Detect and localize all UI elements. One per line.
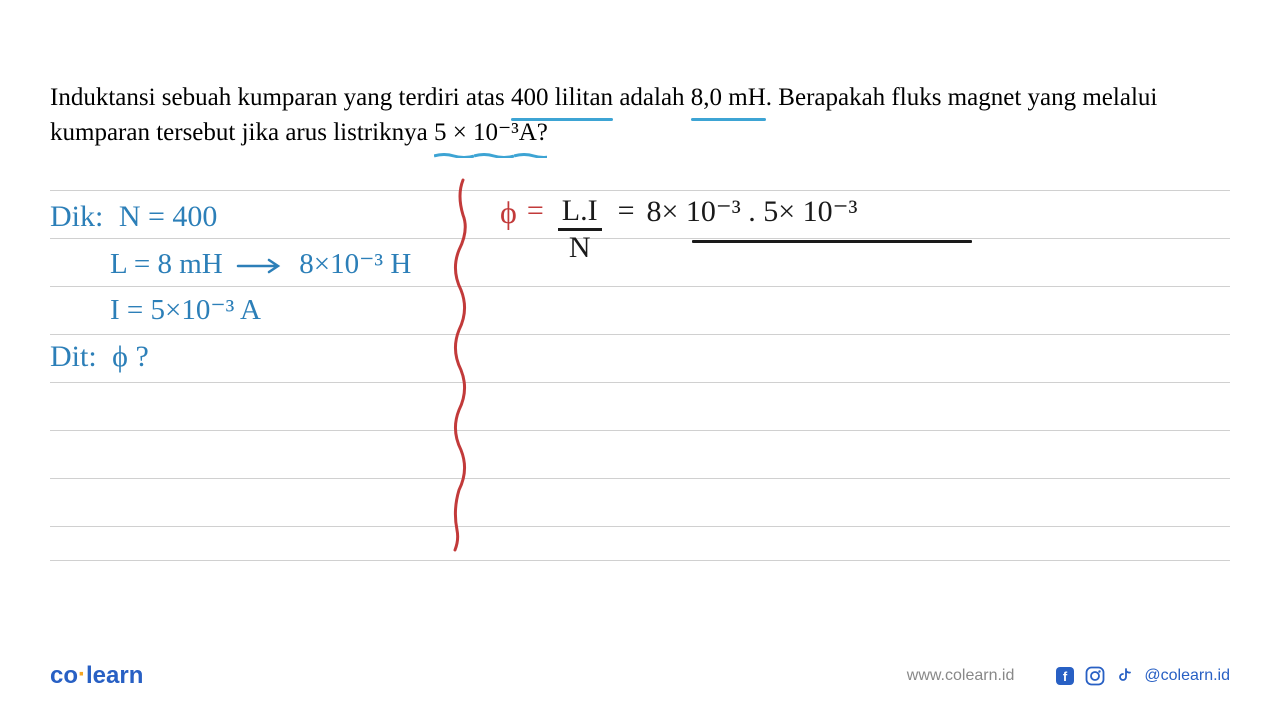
fraction-li-n: L.I N bbox=[558, 194, 602, 265]
l-right: 8×10⁻³ H bbox=[299, 248, 411, 280]
worksheet-area: Dik: N = 400 L = 8 mH 8×10⁻³ H I = 5×10⁻… bbox=[50, 190, 1230, 570]
i-equation: I = 5×10⁻³ A bbox=[110, 292, 261, 327]
phi-equation: ϕ = L.I N = 8× 10⁻³ . 5× 10⁻³ bbox=[500, 194, 858, 265]
phi-symbol: ϕ bbox=[500, 194, 517, 231]
frac-numerator: L.I bbox=[558, 194, 602, 231]
problem-text-4: ? bbox=[537, 119, 548, 146]
dit-line: Dit: ϕ ? bbox=[50, 340, 149, 374]
tiktok-icon bbox=[1114, 665, 1136, 687]
n-equation: N = 400 bbox=[119, 200, 218, 233]
instagram-icon bbox=[1084, 665, 1106, 687]
arrow-icon bbox=[236, 256, 286, 276]
dit-question: ϕ ? bbox=[112, 340, 149, 373]
facebook-icon: f bbox=[1054, 665, 1076, 687]
red-divider bbox=[445, 175, 475, 555]
website-url: www.colearn.id bbox=[907, 667, 1015, 685]
ruled-line bbox=[50, 382, 1230, 383]
highlight-400-lilitan: 400 lilitan bbox=[511, 80, 613, 115]
ruled-line bbox=[50, 430, 1230, 431]
logo-dot: · bbox=[78, 661, 86, 688]
equals-2: = bbox=[618, 194, 635, 228]
logo-learn: learn bbox=[86, 662, 143, 689]
dik-text: Dik: bbox=[50, 200, 103, 233]
frac-denominator: N bbox=[565, 231, 595, 265]
social-handles: f @colearn.id bbox=[1054, 665, 1230, 687]
l-equation: L = 8 mH 8×10⁻³ H bbox=[110, 246, 411, 281]
highlight-current: 5 × 10⁻³A bbox=[434, 115, 537, 150]
ruled-line bbox=[50, 190, 1230, 191]
equals-1: = bbox=[527, 194, 544, 228]
footer-right: www.colearn.id f @colearn.id bbox=[907, 665, 1230, 687]
footer: co·learn www.colearn.id f @colearn.id bbox=[50, 662, 1230, 690]
l-left: L = 8 mH bbox=[110, 248, 223, 280]
problem-text-1: Induktansi sebuah kumparan yang terdiri … bbox=[50, 84, 511, 111]
social-handle-text: @colearn.id bbox=[1144, 667, 1230, 685]
ruled-line bbox=[50, 560, 1230, 561]
dik-label: Dik: N = 400 bbox=[50, 200, 217, 234]
ruled-line bbox=[50, 526, 1230, 527]
ruled-line bbox=[50, 478, 1230, 479]
colearn-logo: co·learn bbox=[50, 662, 143, 690]
highlight-8mh: 8,0 mH bbox=[691, 80, 766, 115]
dit-label: Dit: bbox=[50, 340, 97, 373]
problem-statement: Induktansi sebuah kumparan yang terdiri … bbox=[50, 80, 1230, 150]
ruled-line bbox=[50, 334, 1230, 335]
calc-underline bbox=[692, 240, 972, 243]
ruled-line bbox=[50, 286, 1230, 287]
logo-co: co bbox=[50, 662, 78, 689]
problem-text-2: adalah bbox=[613, 84, 691, 111]
calc-values: 8× 10⁻³ . 5× 10⁻³ bbox=[647, 194, 858, 229]
svg-text:f: f bbox=[1063, 669, 1068, 684]
